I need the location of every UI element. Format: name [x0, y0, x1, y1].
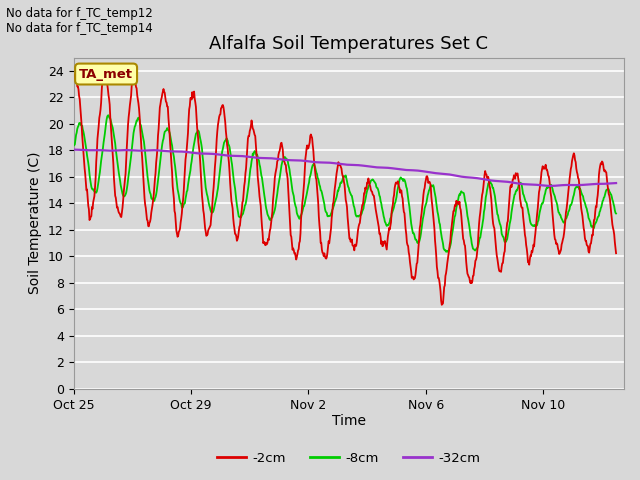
Title: Alfalfa Soil Temperatures Set C: Alfalfa Soil Temperatures Set C [209, 35, 488, 53]
Text: No data for f_TC_temp12: No data for f_TC_temp12 [6, 7, 153, 20]
Text: No data for f_TC_temp14: No data for f_TC_temp14 [6, 22, 153, 35]
Y-axis label: Soil Temperature (C): Soil Temperature (C) [28, 152, 42, 294]
Text: TA_met: TA_met [79, 68, 133, 81]
X-axis label: Time: Time [332, 414, 366, 428]
Legend: -2cm, -8cm, -32cm: -2cm, -8cm, -32cm [212, 446, 486, 470]
